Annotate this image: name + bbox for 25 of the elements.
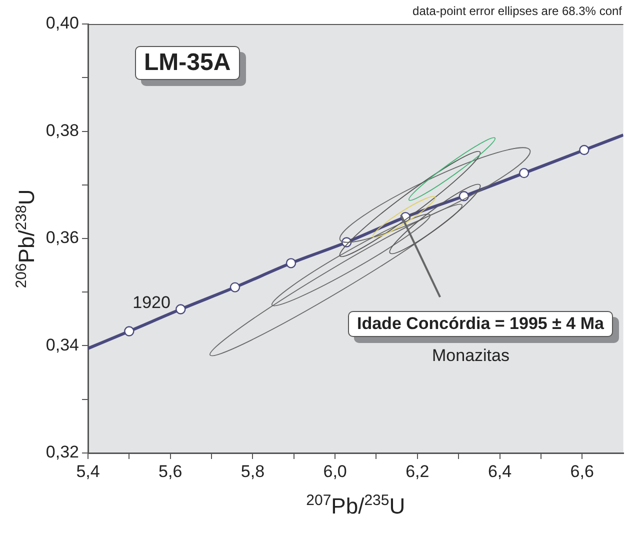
point [518, 168, 530, 178]
point [176, 304, 186, 314]
y-tick-label: 0,34 [46, 335, 79, 354]
y-tick-label: 0,32 [46, 442, 79, 462]
x-tick-label: 5,8 [240, 462, 265, 481]
annotation: Monazitas [432, 346, 510, 366]
x-tick-label: 6,0 [323, 462, 347, 481]
x-tick-label: 6,4 [488, 462, 512, 481]
line-series [88, 134, 624, 350]
point [286, 258, 296, 268]
x-tick-label: 6,6 [570, 462, 594, 481]
y-tick-label: 0,36 [46, 228, 79, 248]
y-tick-label: 0,40 [46, 14, 79, 33]
text: data-point error ellipses are 68.3% conf [412, 4, 622, 18]
point [230, 282, 240, 292]
point [124, 326, 134, 336]
x-tick-label: 6,2 [406, 462, 430, 481]
annotation: Idade Concórdia = 1995 ± 4 Ma [348, 311, 613, 337]
point [579, 144, 590, 156]
annotation: LM-35A [135, 46, 240, 80]
y-tick-label: 0,38 [46, 120, 79, 140]
x-tick-label: 5,4 [76, 462, 100, 481]
x-axis-title: $^{207}$Pb/$^{235}$U [306, 492, 406, 520]
annotation: 1920 [132, 293, 170, 314]
x-tick-label: 5,6 [158, 462, 182, 481]
